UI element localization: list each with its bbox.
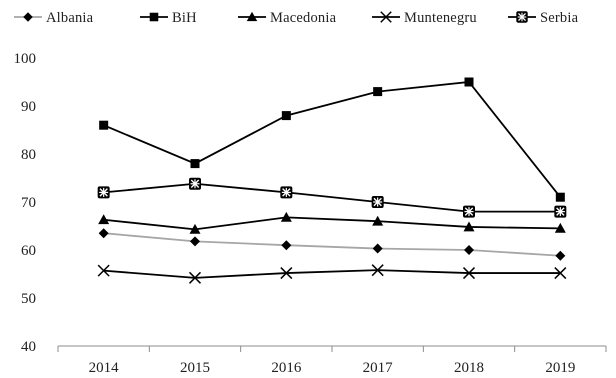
data-point xyxy=(281,240,292,251)
x-tick-label: 2015 xyxy=(180,360,210,376)
legend-marker xyxy=(246,11,258,22)
x-tick-label: 2018 xyxy=(454,360,484,376)
legend-marker xyxy=(380,11,392,23)
data-point xyxy=(190,159,200,169)
data-point xyxy=(372,215,384,226)
legend-marker xyxy=(149,12,159,22)
data-point xyxy=(97,186,110,199)
data-point xyxy=(280,267,293,280)
legend-label: Serbia xyxy=(540,10,579,26)
data-point xyxy=(188,271,202,284)
data-point xyxy=(98,214,110,225)
x-tick-label: 2019 xyxy=(545,360,575,376)
data-point xyxy=(97,264,110,277)
x-tick-label: 2016 xyxy=(271,360,302,376)
data-point xyxy=(371,196,384,208)
legend-label: BiH xyxy=(172,10,197,26)
data-point xyxy=(371,264,384,277)
data-point xyxy=(280,211,292,222)
series-line xyxy=(103,81,562,198)
series-albania xyxy=(98,228,566,261)
series-bih xyxy=(99,77,565,202)
data-point xyxy=(555,192,565,202)
data-point xyxy=(463,205,475,218)
series-serbia xyxy=(97,177,567,218)
x-axis: 2014 2015 2016 2017 2018 2019 xyxy=(57,345,607,376)
y-tick-label: 90 xyxy=(21,99,36,115)
data-point xyxy=(99,120,109,130)
data-point xyxy=(464,245,474,255)
series-line xyxy=(103,216,561,231)
series-line xyxy=(103,182,561,213)
legend-item-serbia: Serbia xyxy=(508,10,579,26)
legend-item-muntenegru: Muntenegru xyxy=(372,10,477,26)
data-point xyxy=(189,223,201,234)
data-point xyxy=(372,243,383,254)
y-tick-label: 100 xyxy=(14,51,37,67)
data-point xyxy=(190,236,200,247)
legend-item-bih: BiH xyxy=(140,10,197,26)
y-tick-label: 70 xyxy=(21,195,36,211)
data-point xyxy=(189,177,201,190)
y-tick-label: 80 xyxy=(21,147,36,163)
data-point xyxy=(98,228,109,239)
data-point xyxy=(554,267,567,280)
legend-item-macedonia: Macedonia xyxy=(238,10,337,26)
legend-item-albania: Albania xyxy=(14,10,94,26)
y-tick-label: 50 xyxy=(21,291,36,307)
series-line xyxy=(103,269,561,279)
y-axis: 40 50 60 70 80 90 100 xyxy=(14,51,37,355)
legend-label: Macedonia xyxy=(270,10,337,26)
y-tick-label: 60 xyxy=(21,243,36,259)
legend-marker xyxy=(23,12,33,22)
series-muntenegru xyxy=(97,264,567,284)
x-tick-label: 2014 xyxy=(89,360,120,376)
x-tick-label: 2017 xyxy=(363,360,394,376)
series-macedonia xyxy=(98,211,566,234)
data-point xyxy=(281,111,291,121)
y-tick-label: 40 xyxy=(21,339,36,355)
legend-label: Muntenegru xyxy=(404,10,477,26)
chart-legend: Albania BiH Macedonia Muntenegru Serbia xyxy=(14,10,579,26)
data-point xyxy=(462,267,476,280)
data-point xyxy=(463,221,475,232)
series-line xyxy=(103,232,561,257)
data-point xyxy=(464,77,474,87)
data-point xyxy=(373,87,383,97)
data-point xyxy=(555,250,566,261)
plot-area xyxy=(97,77,567,284)
data-point xyxy=(280,186,293,199)
data-point xyxy=(554,222,566,233)
legend-label: Albania xyxy=(46,10,94,26)
data-point xyxy=(554,205,567,218)
legend-marker xyxy=(516,11,528,23)
